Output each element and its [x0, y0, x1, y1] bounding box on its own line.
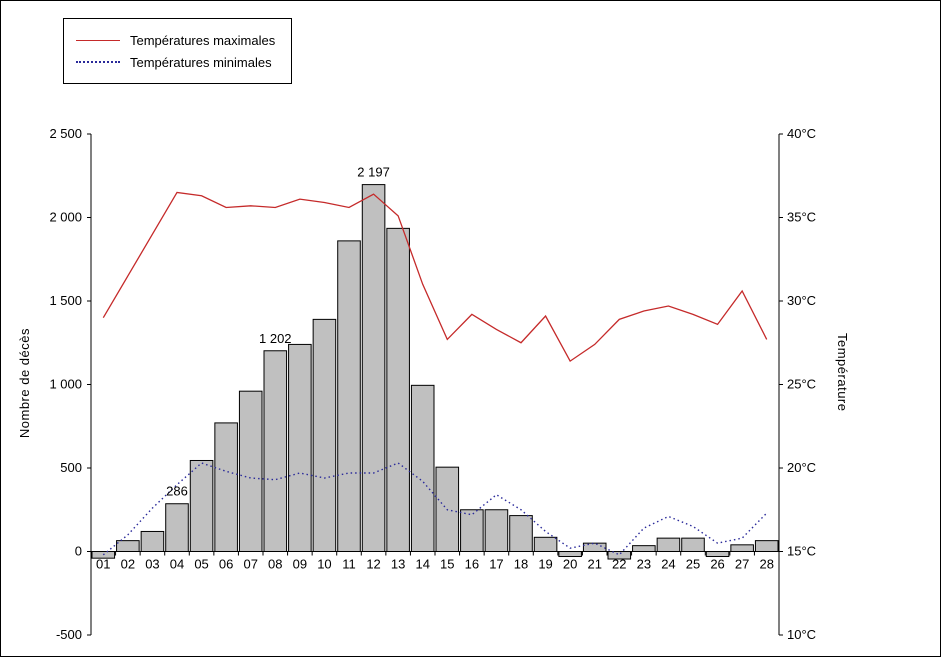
right-axis-tick-label: 25°C	[787, 377, 816, 392]
category-label: 23	[637, 557, 651, 572]
deaths-bar	[656, 537, 681, 553]
max-temperature-line-sample	[76, 39, 120, 41]
deaths-bar	[165, 503, 189, 553]
left-axis-tick-label: 500	[60, 460, 82, 475]
category-label: 27	[735, 557, 749, 572]
deaths-bar	[312, 318, 337, 552]
legend: Températures maximales Températures mini…	[63, 18, 293, 84]
right-axis-tick-label: 40°C	[787, 126, 816, 141]
deaths-bar	[632, 545, 656, 553]
category-label: 02	[121, 557, 135, 572]
right-axis-tick-label: 30°C	[787, 293, 816, 308]
category-label: 25	[686, 557, 700, 572]
left-axis-tick-label: -500	[56, 627, 82, 642]
deaths-bar	[116, 540, 140, 553]
deaths-bar	[460, 509, 484, 552]
max-temperature-line	[102, 191, 768, 363]
min-temperature-line-sample	[76, 61, 120, 63]
legend-label-min: Températures minimales	[130, 54, 272, 70]
left-axis-tick-label: 1 500	[49, 293, 82, 308]
category-label: 26	[710, 557, 724, 572]
category-label: 20	[563, 557, 577, 572]
category-label: 09	[293, 557, 307, 572]
deaths-bar	[730, 544, 754, 553]
right-axis-tick-label: 15°C	[787, 544, 816, 559]
category-label: 07	[243, 557, 257, 572]
deaths-bar	[238, 390, 263, 552]
deaths-bar	[681, 537, 705, 553]
left-axis-tick-label: 1 000	[49, 377, 82, 392]
deaths-bar	[263, 350, 288, 552]
category-label: 17	[489, 557, 503, 572]
category-label: 01	[96, 557, 110, 572]
deaths-bar	[214, 422, 238, 552]
category-label: 22	[612, 557, 626, 572]
deaths-bar	[288, 343, 312, 553]
category-label: 24	[661, 557, 675, 572]
legend-item-max-temperatures: Températures maximales	[76, 29, 275, 51]
right-axis-title: Température	[835, 333, 850, 412]
category-label: 06	[219, 557, 233, 572]
left-axis-tick-label: 0	[75, 544, 82, 559]
legend-item-min-temperatures: Températures minimales	[76, 51, 275, 73]
category-label: 04	[170, 557, 184, 572]
left-axis-tick-label: 2 000	[49, 210, 82, 225]
category-label: 14	[415, 557, 429, 572]
bar-value-annotation: 1 202	[259, 331, 292, 346]
category-label: 11	[342, 557, 356, 572]
category-label: 12	[366, 557, 380, 572]
deaths-bar	[509, 515, 533, 552]
deaths-bar	[410, 384, 435, 552]
deaths-bar	[754, 540, 779, 553]
category-label: 28	[759, 557, 773, 572]
bar-value-annotation: 2 197	[357, 165, 390, 180]
deaths-bar	[484, 509, 509, 552]
deaths-bar	[337, 240, 361, 552]
right-axis-tick-label: 10°C	[787, 627, 816, 642]
category-label: 10	[317, 557, 331, 572]
category-label: 15	[440, 557, 454, 572]
deaths-bar	[386, 227, 410, 552]
left-axis-tick-label: 2 500	[49, 126, 82, 141]
left-axis-title: Nombre de décès	[17, 328, 32, 439]
category-label: 08	[268, 557, 282, 572]
deaths-bar	[533, 536, 558, 552]
right-axis-tick-label: 35°C	[787, 210, 816, 225]
category-label: 03	[145, 557, 159, 572]
deaths-bar	[140, 530, 165, 553]
deaths-bar	[582, 542, 607, 553]
legend-label-max: Températures maximales	[130, 32, 276, 48]
deaths-bar	[189, 459, 214, 552]
category-label: 18	[514, 557, 528, 572]
category-label: 13	[391, 557, 405, 572]
category-label: 16	[465, 557, 479, 572]
category-label: 21	[587, 557, 601, 572]
deaths-bar	[361, 184, 386, 552]
bar-value-annotation: 286	[166, 484, 188, 499]
category-label: 05	[194, 557, 208, 572]
right-axis-tick-label: 20°C	[787, 460, 816, 475]
category-label: 19	[538, 557, 552, 572]
